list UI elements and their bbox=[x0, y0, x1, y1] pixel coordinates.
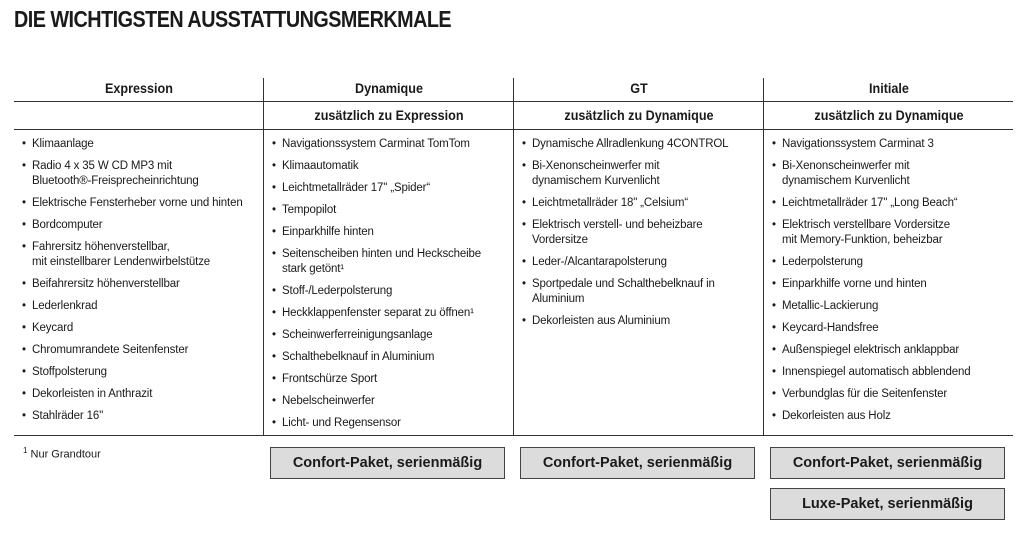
feature-item: Stoff-/Lederpolsterung bbox=[272, 284, 514, 299]
feature-item: Lederlenkrad bbox=[22, 299, 264, 314]
feature-item: Navigationssystem Carminat 3 bbox=[772, 137, 1014, 152]
feature-item: Außenspiegel elektrisch anklappbar bbox=[772, 343, 1014, 358]
feature-list: Navigationssystem Carminat 3 Bi-Xenonsche… bbox=[764, 129, 1014, 424]
column-header: Dynamique bbox=[355, 80, 423, 96]
feature-item: Tempopilot bbox=[272, 203, 514, 218]
feature-item: Dekorleisten aus Holz bbox=[772, 409, 1014, 424]
equipment-table: Expression Klimaanlage Radio 4 x 35 W CD … bbox=[14, 78, 1013, 436]
column-initiale: Initiale zusätzlich zu Dynamique Navigat… bbox=[764, 78, 1014, 431]
feature-item: Leichtmetallräder 18" „Celsium“ bbox=[522, 196, 764, 211]
feature-item: Radio 4 x 35 W CD MP3 mit Bluetooth®-Fre… bbox=[22, 159, 264, 189]
feature-item: Chromumrandete Seitenfenster bbox=[22, 343, 264, 358]
page-title: DIE WICHTIGSTEN AUSSTATTUNGSMERKMALE bbox=[14, 6, 452, 32]
feature-item: Sportpedale und Schalthebelknauf in Alum… bbox=[522, 277, 764, 307]
feature-item: Licht- und Regensensor bbox=[272, 416, 514, 431]
feature-item: Navigationssystem Carminat TomTom bbox=[272, 137, 514, 152]
feature-item: Elektrisch verstellbare Vordersitze mit … bbox=[772, 218, 1014, 248]
feature-item: Verbundglas für die Seitenfenster bbox=[772, 387, 1014, 402]
feature-item: Einparkhilfe hinten bbox=[272, 225, 514, 240]
feature-item: Nebelscheinwerfer bbox=[272, 394, 514, 409]
footnote-marker: 1 bbox=[23, 446, 28, 455]
feature-item: Leichtmetallräder 17'' „Long Beach“ bbox=[772, 196, 1014, 211]
feature-item: Schalthebelknauf in Aluminium bbox=[272, 350, 514, 365]
feature-item: Lederpolsterung bbox=[772, 255, 1014, 270]
feature-item: Frontschürze Sport bbox=[272, 372, 514, 387]
package-badge-initiale: Confort-Paket, serienmäßig bbox=[770, 447, 1005, 479]
column-header: Initiale bbox=[869, 80, 909, 96]
column-subtitle: zusätzlich zu Expression bbox=[314, 107, 464, 123]
footnote-text: Nur Grandtour bbox=[30, 448, 101, 461]
feature-item: Stoffpolsterung bbox=[22, 365, 264, 380]
feature-item: Dekorleisten aus Aluminium bbox=[522, 314, 764, 329]
feature-item: Scheinwerferreinigungsanlage bbox=[272, 328, 514, 343]
feature-item: Leichtmetallräder 17'' „Spider“ bbox=[272, 181, 514, 196]
package-badge-dynamique: Confort-Paket, serienmäßig bbox=[270, 447, 505, 479]
column-header: GT bbox=[630, 80, 648, 96]
column-subtitle: zusätzlich zu Dynamique bbox=[814, 107, 964, 123]
column-expression: Expression Klimaanlage Radio 4 x 35 W CD … bbox=[14, 78, 264, 431]
feature-item: Bi-Xenonscheinwerfer mit dynamischem Kur… bbox=[772, 159, 1014, 189]
feature-item: Seitenscheiben hinten und Heckscheibe st… bbox=[272, 247, 514, 277]
feature-item: Heckklappenfenster separat zu öffnen¹ bbox=[272, 306, 514, 321]
feature-item: Einparkhilfe vorne und hinten bbox=[772, 277, 1014, 292]
feature-item: Innenspiegel automatisch abblendend bbox=[772, 365, 1014, 380]
feature-item: Leder-/Alcantarapolsterung bbox=[522, 255, 764, 270]
feature-item: Klimaanlage bbox=[22, 137, 264, 152]
feature-item: Bordcomputer bbox=[22, 218, 264, 233]
feature-list: Dynamische Allradlenkung 4CONTROL Bi-Xeno… bbox=[514, 129, 764, 329]
divider bbox=[14, 435, 1013, 436]
feature-list: Klimaanlage Radio 4 x 35 W CD MP3 mit Blu… bbox=[14, 129, 264, 424]
feature-item: Elektrisch verstell- und beheizbare Vord… bbox=[522, 218, 764, 248]
column-gt: GT zusätzlich zu Dynamique Dynamische Al… bbox=[514, 78, 764, 336]
footnote: 1 Nur Grandtour bbox=[23, 446, 101, 461]
feature-list: Navigationssystem Carminat TomTom Klimaau… bbox=[264, 129, 514, 431]
feature-item: Beifahrersitz höhenverstellbar bbox=[22, 277, 264, 292]
package-badge-gt: Confort-Paket, serienmäßig bbox=[520, 447, 755, 479]
feature-item: Bi-Xenonscheinwerfer mit dynamischem Kur… bbox=[522, 159, 764, 189]
feature-item: Elektrische Fensterheber vorne und hinte… bbox=[22, 196, 264, 211]
feature-item: Dekorleisten in Anthrazit bbox=[22, 387, 264, 402]
feature-item: Keycard-Handsfree bbox=[772, 321, 1014, 336]
package-badge-initiale-luxe: Luxe-Paket, serienmäßig bbox=[770, 488, 1005, 520]
column-subtitle: zusätzlich zu Dynamique bbox=[564, 107, 714, 123]
column-dynamique: Dynamique zusätzlich zu Expression Navig… bbox=[264, 78, 514, 438]
feature-item: Stahlräder 16'' bbox=[22, 409, 264, 424]
feature-item: Fahrersitz höhenverstellbar, mit einstel… bbox=[22, 240, 264, 270]
feature-item: Metallic-Lackierung bbox=[772, 299, 1014, 314]
feature-item: Keycard bbox=[22, 321, 264, 336]
feature-item: Dynamische Allradlenkung 4CONTROL bbox=[522, 137, 764, 152]
column-header: Expression bbox=[105, 80, 173, 96]
column-subtitle bbox=[27, 101, 252, 129]
feature-item: Klimaautomatik bbox=[272, 159, 514, 174]
